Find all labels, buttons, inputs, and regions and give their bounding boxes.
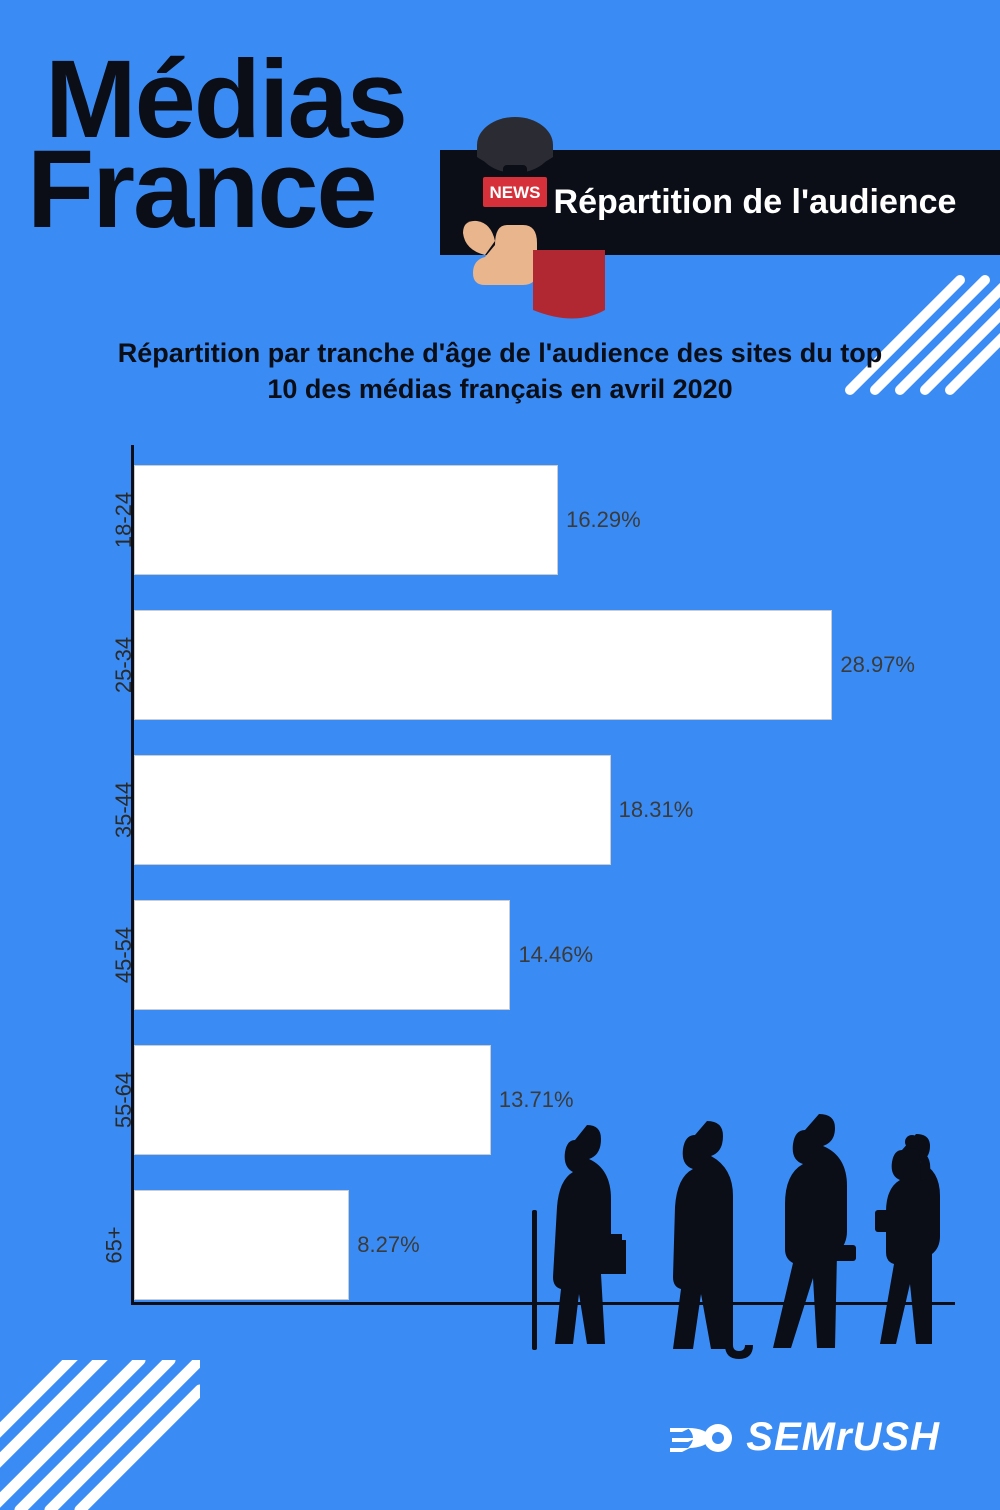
news-tag-text: NEWS	[490, 183, 541, 202]
bar	[134, 755, 611, 865]
bar-value-label: 28.97%	[840, 652, 915, 678]
bar-category-label: 65+	[102, 1226, 128, 1263]
bar-value-label: 16.29%	[566, 507, 641, 533]
bar-category-label: 55-64	[111, 1072, 137, 1128]
bar-row: 35-4418.31%	[134, 755, 915, 865]
bar-category-label: 25-34	[111, 637, 137, 693]
bar	[134, 610, 832, 720]
bar-value-label: 18.31%	[619, 797, 694, 823]
flame-icon	[670, 1418, 734, 1458]
bar-value-label: 14.46%	[518, 942, 593, 968]
brand-name: SEMrUSH	[746, 1415, 940, 1460]
bar	[134, 900, 510, 1010]
bar-row: 45-5414.46%	[134, 900, 915, 1010]
bar	[134, 465, 558, 575]
bar-category-label: 45-54	[111, 927, 137, 983]
bar	[134, 1045, 491, 1155]
brand-logo: SEMrUSH	[670, 1415, 940, 1460]
bar-category-label: 35-44	[111, 782, 137, 838]
microphone-hand-icon: NEWS	[425, 115, 605, 325]
people-silhouette-icon	[530, 1080, 960, 1360]
bar-value-label: 8.27%	[357, 1232, 419, 1258]
bar-row: 18-2416.29%	[134, 465, 915, 575]
bar-category-label: 18-24	[111, 492, 137, 548]
chart-subtitle: Répartition par tranche d'âge de l'audie…	[0, 335, 1000, 408]
banner-text: Répartition de l'audience	[554, 183, 957, 222]
bar-row: 25-3428.97%	[134, 610, 915, 720]
header: Médias France Répartition de l'audience …	[45, 55, 1000, 285]
stripes-bottom-left	[0, 1360, 200, 1510]
bar	[134, 1190, 349, 1300]
